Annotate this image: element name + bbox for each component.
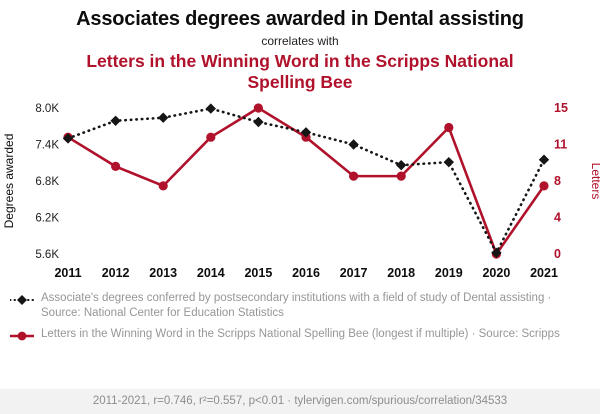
page-title: Associates degrees awarded in Dental ass… (76, 8, 524, 30)
svg-text:2012: 2012 (102, 266, 130, 280)
dual-axis-line-chart: 5.6K 6.2K 6.8K 7.4K 8.0K 0 4 8 11 15 2011 2012 2013 2… (2, 101, 600, 280)
svg-text:Letters: Letters (589, 163, 600, 200)
svg-text:2011: 2011 (54, 266, 81, 280)
svg-text:2016: 2016 (292, 266, 320, 280)
footer-citation: 2011-2021, r=0.746, r²=0.557, p<0.01 · t… (92, 395, 508, 407)
svg-text:15: 15 (554, 101, 568, 115)
svg-text:6.2K: 6.2K (35, 213, 59, 225)
legend-text-degrees: Associate's degrees conferred by postsec… (41, 292, 552, 320)
svg-text:2020: 2020 (482, 266, 510, 280)
svg-text:8: 8 (554, 174, 561, 188)
svg-text:6.8K: 6.8K (35, 176, 59, 188)
svg-text:Degrees awarded: Degrees awarded (2, 134, 16, 229)
connector-text: correlates with (261, 34, 339, 48)
degrees-series-marker-icon (10, 295, 34, 306)
svg-text:4: 4 (554, 211, 561, 225)
svg-text:0: 0 (554, 247, 561, 261)
svg-text:2013: 2013 (149, 266, 177, 280)
footer-bar: 2011-2021, r=0.746, r²=0.557, p<0.01 · t… (0, 389, 600, 414)
legend: Associate's degrees conferred by postsec… (0, 289, 600, 342)
svg-text:2015: 2015 (244, 266, 272, 280)
svg-text:2018: 2018 (387, 266, 415, 280)
letters-series-marker-icon (10, 331, 34, 341)
legend-item-degrees: Associate's degrees conferred by postsec… (10, 291, 590, 321)
svg-text:5.6K: 5.6K (35, 249, 59, 261)
svg-text:7.4K: 7.4K (35, 140, 59, 152)
svg-text:8.0K: 8.0K (35, 103, 59, 115)
svg-text:2019: 2019 (435, 266, 463, 280)
svg-text:2017: 2017 (340, 266, 368, 280)
secondary-title: Letters in the Winning Word in the Scrip… (86, 51, 514, 92)
svg-text:2021: 2021 (530, 266, 558, 280)
legend-item-letters: Letters in the Winning Word in the Scrip… (10, 327, 590, 342)
svg-text:11: 11 (554, 138, 567, 152)
legend-text-letters: Letters in the Winning Word in the Scrip… (41, 328, 560, 341)
svg-text:2014: 2014 (197, 266, 225, 280)
